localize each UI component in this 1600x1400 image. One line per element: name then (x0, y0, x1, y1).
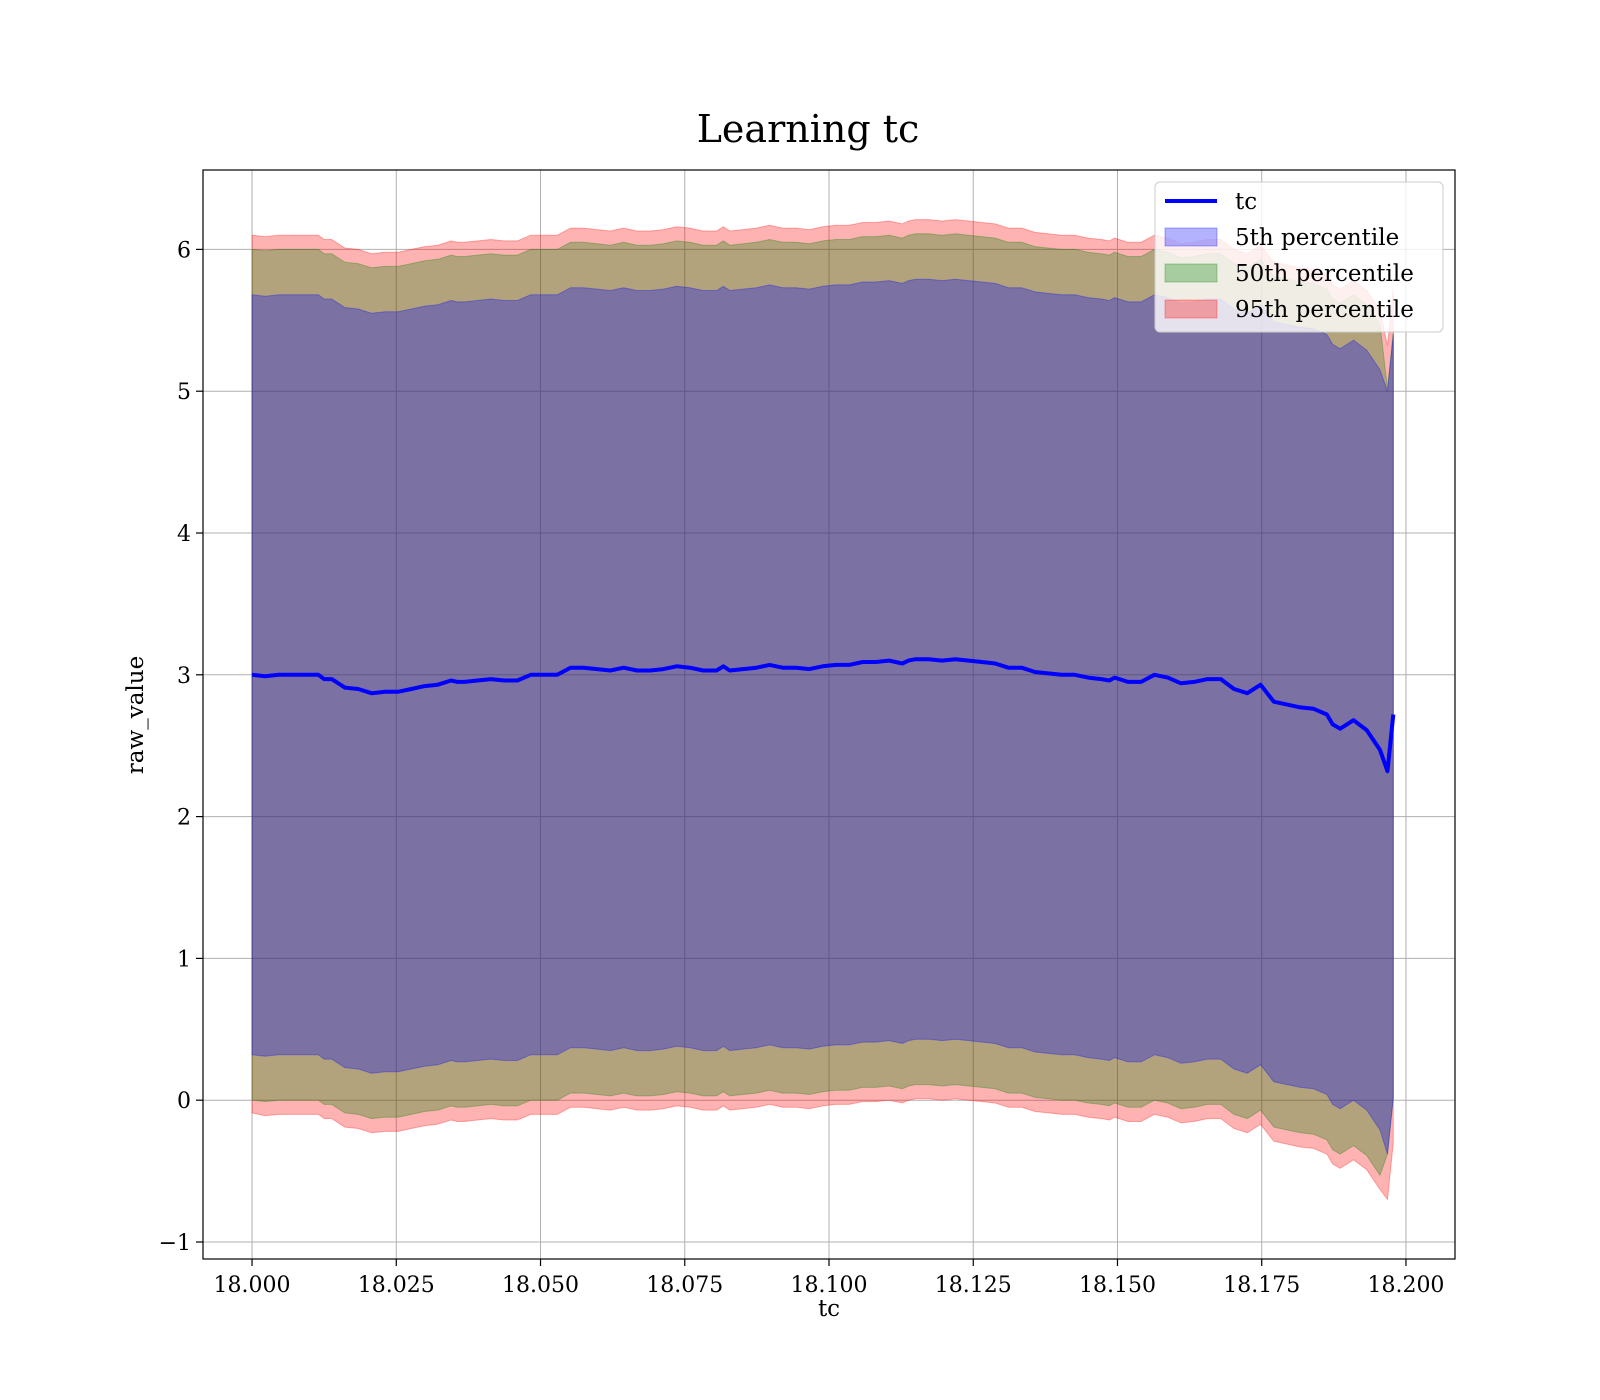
x-tick-label: 18.050 (502, 1273, 579, 1298)
x-tick-label: 18.100 (791, 1273, 868, 1298)
x-axis-label: tc (818, 1296, 840, 1322)
y-tick-label: 5 (177, 380, 191, 405)
series-lines (251, 657, 1396, 774)
x-tick-label: 18.025 (358, 1273, 435, 1298)
x-tick-label: 18.200 (1367, 1273, 1444, 1298)
x-tick-label: 18.150 (1079, 1273, 1156, 1298)
y-tick-label: 0 (177, 1089, 191, 1114)
chart-title: Learning tc (697, 107, 920, 151)
legend-label-5th-percentile: 5th percentile (1235, 225, 1399, 251)
y-tick-label: −1 (159, 1231, 191, 1256)
legend-label-95th-percentile: 95th percentile (1235, 297, 1414, 323)
x-tick-label: 18.075 (646, 1273, 723, 1298)
legend-label-tc: tc (1235, 189, 1257, 215)
band-50th-percentile (251, 233, 1394, 1177)
legend-swatch-5th-percentile (1164, 227, 1218, 247)
band-5th-percentile (251, 278, 1394, 1155)
y-tick-label: 1 (177, 947, 191, 972)
x-tick-label: 18.125 (935, 1273, 1012, 1298)
y-tick-label: 6 (177, 238, 191, 263)
legend-swatch-95th-percentile (1164, 299, 1218, 319)
legend-swatch-50th-percentile (1164, 263, 1218, 283)
legend: tc 5th percentile 50th percentile 95th perc… (1154, 181, 1444, 333)
y-tick-label: 3 (177, 664, 191, 689)
series-line-tc (251, 657, 1396, 774)
y-tick-label: 4 (177, 522, 191, 547)
legend-box (1154, 181, 1444, 333)
percentile-bands (251, 219, 1394, 1201)
x-tick-label: 18.000 (214, 1273, 291, 1298)
band-95th-percentile (251, 219, 1394, 1201)
y-tick-label: 2 (177, 806, 191, 831)
legend-label-50th-percentile: 50th percentile (1235, 261, 1414, 287)
grid (203, 170, 1455, 1259)
y-axis-label: raw_value (123, 656, 149, 774)
axis-ticks: 18.000 18.025 18.050 18.075 18.100 18.125 18.1… (159, 238, 1445, 1298)
x-tick-label: 18.175 (1223, 1273, 1300, 1298)
